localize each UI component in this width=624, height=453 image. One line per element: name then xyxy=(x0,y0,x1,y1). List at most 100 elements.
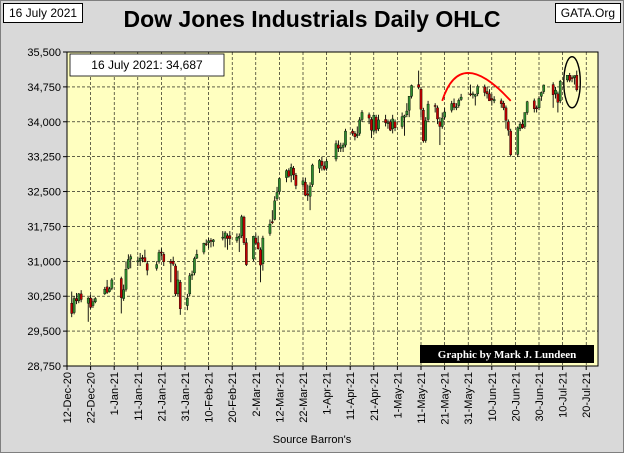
candle-body-down xyxy=(271,221,274,223)
candle xyxy=(337,140,340,153)
candle xyxy=(410,84,413,99)
y-tick-label: 34,000 xyxy=(27,117,61,129)
candle xyxy=(440,112,444,129)
candle-body-up xyxy=(443,111,446,118)
candle-body-down xyxy=(256,242,260,249)
y-tick-label: 32,500 xyxy=(27,187,61,199)
candle-body-up xyxy=(400,116,404,127)
candle xyxy=(417,70,420,90)
candle-body-up xyxy=(355,134,359,136)
candle xyxy=(516,126,520,157)
candle xyxy=(294,172,298,190)
candle xyxy=(190,270,194,280)
candle xyxy=(252,235,255,262)
candle-body-up xyxy=(108,288,111,292)
candle xyxy=(488,89,491,102)
candle xyxy=(334,140,338,162)
x-tick-label: 10-Feb-21 xyxy=(204,372,216,423)
candle-body-up xyxy=(124,269,128,290)
candle-body-up xyxy=(212,239,215,242)
candle xyxy=(271,210,274,225)
candle-body-down xyxy=(469,93,472,96)
candle-body-up xyxy=(207,240,210,243)
candle xyxy=(242,215,246,246)
candle xyxy=(162,252,166,266)
candle xyxy=(502,100,505,111)
candle xyxy=(157,249,161,264)
candle-body-up xyxy=(252,236,255,260)
candle-body-up xyxy=(566,75,569,81)
candles xyxy=(70,70,579,322)
candle-body-down xyxy=(254,237,258,244)
candle xyxy=(422,107,425,143)
candle-body-down xyxy=(204,243,208,245)
candle xyxy=(483,84,487,97)
candle-body-down xyxy=(294,175,298,186)
y-tick-label: 31,750 xyxy=(27,221,61,233)
candle xyxy=(155,261,158,271)
candle-body-up xyxy=(240,216,243,236)
y-axis-ticks: 28,750 29,500 30,250 31,000 31,750 32,500 33,2… xyxy=(27,47,67,373)
candle xyxy=(384,114,387,127)
candle-body-down xyxy=(141,257,144,259)
x-tick-label: 21-Jan-21 xyxy=(156,372,168,422)
candle-body-down xyxy=(509,130,512,156)
candle xyxy=(473,93,477,106)
candle xyxy=(174,263,177,297)
candle xyxy=(403,114,406,136)
candle-body-up xyxy=(334,143,338,160)
candle xyxy=(195,249,199,260)
x-tick-label: 1-Apr-21 xyxy=(322,372,334,415)
candle xyxy=(372,114,376,134)
candle-body-down xyxy=(433,105,437,107)
candle xyxy=(459,93,463,101)
candle-body-up xyxy=(138,257,142,262)
candle-body-up xyxy=(103,289,107,295)
candle-body-down xyxy=(521,123,524,129)
x-tick-label: 11-Apr-21 xyxy=(345,372,357,420)
candle xyxy=(254,233,258,246)
candle-body-up xyxy=(523,112,527,127)
top-arc xyxy=(441,72,512,102)
candle-body-down xyxy=(568,75,571,81)
x-tick-label: 20-Jun-21 xyxy=(510,372,522,422)
candle xyxy=(471,91,475,99)
x-tick-label: 11-Jan-21 xyxy=(133,372,145,421)
candle-body-up xyxy=(525,101,529,113)
candle-body-up xyxy=(410,85,413,97)
x-tick-label: 11-May-21 xyxy=(416,372,428,424)
candle-body-up xyxy=(268,223,272,234)
x-tick-label: 31-May-21 xyxy=(463,372,475,425)
candle xyxy=(320,156,324,171)
candle-body-up xyxy=(426,103,430,120)
candle-body-down xyxy=(389,121,392,131)
candle-body-down xyxy=(556,93,560,103)
candle-body-up xyxy=(424,120,428,141)
candle-body-down xyxy=(105,286,109,293)
candle-body-down xyxy=(145,263,149,271)
candle xyxy=(367,112,371,125)
candle-body-down xyxy=(436,107,439,120)
candle xyxy=(237,233,241,253)
candle xyxy=(341,142,345,153)
candle-body-up xyxy=(573,75,576,78)
candle-body-up xyxy=(455,106,458,109)
candle-body-down xyxy=(353,133,357,137)
candle-body-down xyxy=(499,100,503,104)
candle xyxy=(575,70,579,92)
candle-body-down xyxy=(306,193,310,196)
candle xyxy=(532,98,536,113)
candle-body-up xyxy=(558,81,562,102)
candle xyxy=(535,105,538,113)
candle-body-down xyxy=(370,119,373,131)
candle-body-up xyxy=(450,103,453,111)
x-tick-label: 10-Jun-21 xyxy=(487,372,499,422)
candle xyxy=(360,110,364,122)
y-tick-label: 28,750 xyxy=(27,361,61,373)
candle-body-down xyxy=(143,257,147,262)
candle-body-up xyxy=(278,178,281,192)
candle xyxy=(235,233,239,243)
candle xyxy=(452,98,456,111)
candle-body-down xyxy=(393,121,397,129)
candle-body-up xyxy=(318,160,321,169)
